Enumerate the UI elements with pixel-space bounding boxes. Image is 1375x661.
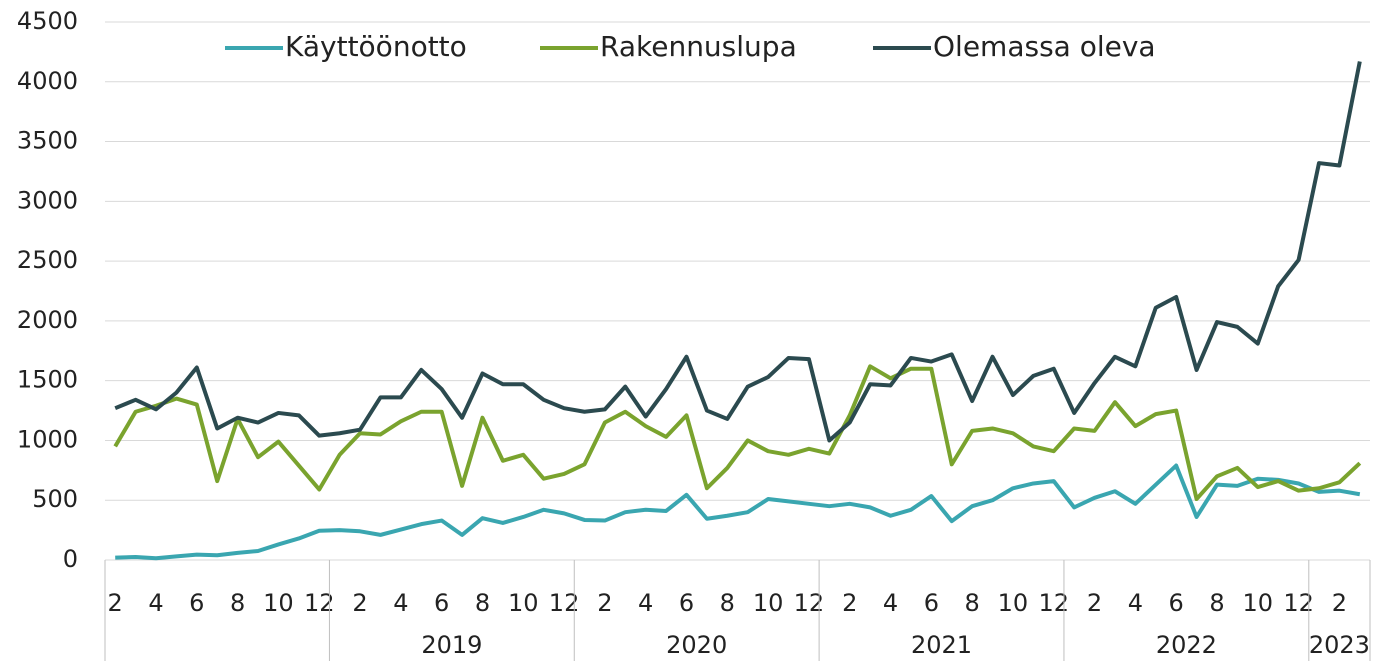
x-tick-label: 8: [964, 589, 979, 617]
x-tick-label: 2: [108, 589, 123, 617]
y-tick-label: 1500: [17, 366, 78, 394]
x-tick-label: 6: [924, 589, 939, 617]
x-tick-label: 10: [753, 589, 784, 617]
x-tick-label: 6: [189, 589, 204, 617]
x-tick-label: 2: [1087, 589, 1102, 617]
y-tick-label: 4000: [17, 67, 78, 95]
year-label: 2019: [421, 631, 482, 659]
year-label: 2023: [1309, 631, 1370, 659]
y-tick-label: 500: [32, 485, 78, 513]
x-tick-label: 6: [1169, 589, 1184, 617]
y-tick-label: 2000: [17, 306, 78, 334]
year-label: 2020: [666, 631, 727, 659]
x-tick-label: 8: [1209, 589, 1224, 617]
x-tick-label: 10: [508, 589, 539, 617]
x-tick-label: 4: [883, 589, 898, 617]
y-tick-label: 3000: [17, 186, 78, 214]
year-label: 2022: [1156, 631, 1217, 659]
legend-label: Käyttöönotto: [285, 30, 467, 63]
x-tick-label: 8: [230, 589, 245, 617]
x-tick-label: 2: [1332, 589, 1347, 617]
x-tick-label: 2: [352, 589, 367, 617]
year-label: 2021: [911, 631, 972, 659]
y-tick-label: 4500: [17, 7, 78, 35]
x-tick-label: 10: [1243, 589, 1274, 617]
x-tick-label: 6: [679, 589, 694, 617]
x-tick-label: 8: [475, 589, 490, 617]
x-tick-label: 10: [998, 589, 1029, 617]
y-tick-label: 1000: [17, 425, 78, 453]
legend-label: Olemassa oleva: [933, 30, 1156, 63]
x-tick-label: 10: [263, 589, 294, 617]
x-tick-label: 6: [434, 589, 449, 617]
x-tick-label: 4: [148, 589, 163, 617]
series-line: [115, 463, 1361, 561]
x-tick-label: 4: [638, 589, 653, 617]
y-tick-label: 0: [63, 545, 78, 573]
legend-label: Rakennuslupa: [600, 30, 797, 63]
x-tick-label: 4: [1128, 589, 1143, 617]
x-tick-label: 2: [597, 589, 612, 617]
y-tick-label: 3500: [17, 127, 78, 155]
series-line: [114, 61, 1362, 443]
x-tick-label: 8: [720, 589, 735, 617]
series-line: [113, 364, 1362, 502]
x-tick-label: 2: [842, 589, 857, 617]
x-tick-label: 4: [393, 589, 408, 617]
y-tick-label: 2500: [17, 246, 78, 274]
